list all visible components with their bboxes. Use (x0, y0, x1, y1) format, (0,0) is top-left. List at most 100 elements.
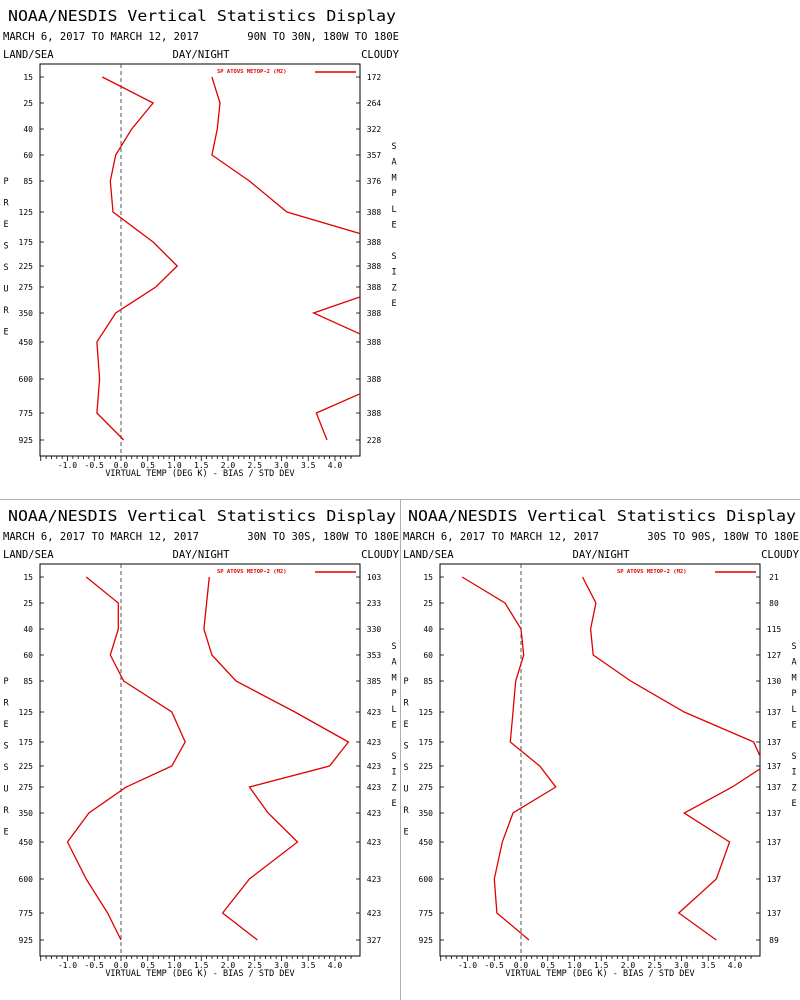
pressure-letter: P (3, 677, 8, 687)
date-range: MARCH 6, 2017 TO MARCH 12, 2017 (3, 31, 199, 43)
sample-size-label: 327 (367, 936, 382, 945)
sample-size-label: 172 (367, 73, 382, 82)
date-range: MARCH 6, 2017 TO MARCH 12, 2017 (3, 531, 199, 543)
sample-size-label: 233 (367, 599, 382, 608)
x-tick-label: -1.0 (58, 961, 77, 970)
chart-title: NOAA/NESDIS Vertical Statistics Display (8, 7, 396, 25)
pressure-level-label: 225 (19, 762, 34, 771)
sample-size-label: 130 (767, 677, 782, 686)
chart-panel-tropics: NOAA/NESDIS Vertical Statistics Display M… (0, 500, 400, 1000)
sample-size-label: 423 (367, 708, 382, 717)
pressure-level-label: 175 (419, 738, 434, 747)
pressure-level-label: 85 (423, 677, 433, 686)
sample-size-label: 80 (769, 599, 779, 608)
sample-size-label: 423 (367, 909, 382, 918)
bias-series-line (461, 576, 557, 941)
cloudy-label: CLOUDY (361, 49, 400, 61)
pressure-level-label: 450 (419, 838, 434, 847)
sample-size-letter: P (391, 189, 396, 199)
sample-size-letter: I (391, 768, 396, 778)
sample-size-label: 388 (367, 409, 382, 418)
panel-divider-horizontal (0, 499, 800, 500)
pressure-level-label: 25 (423, 599, 433, 608)
x-tick-label: 3.5 (301, 461, 316, 470)
sample-size-letter: A (391, 158, 396, 168)
legend-label: SP ATOVS METOP-2 (M2) (617, 569, 687, 575)
sample-size-label: 388 (367, 262, 382, 271)
day-night-label: DAY/NIGHT (573, 549, 631, 561)
sample-size-letter: L (391, 705, 396, 715)
chart-svg: NOAA/NESDIS Vertical Statistics Display M… (3, 7, 400, 479)
sample-size-letter: Z (791, 783, 796, 793)
pressure-level-label: 275 (19, 783, 34, 792)
sample-size-label: 357 (367, 151, 382, 160)
pressure-letter: R (403, 699, 409, 709)
x-tick-label: -0.5 (85, 461, 104, 470)
sample-size-letter: P (791, 689, 796, 699)
chart-panel-south: NOAA/NESDIS Vertical Statistics Display M… (400, 500, 800, 1000)
pressure-level-label: 60 (23, 651, 33, 660)
x-tick-label: 4.0 (328, 461, 343, 470)
chart-title: NOAA/NESDIS Vertical Statistics Display (8, 507, 396, 525)
sample-size-label: 353 (367, 651, 382, 660)
x-axis-label: VIRTUAL TEMP (DEG K) - BIAS / STD DEV (105, 469, 294, 479)
chart-svg: NOAA/NESDIS Vertical Statistics Display M… (3, 507, 400, 979)
sample-size-letter: A (391, 658, 396, 668)
std_dev-series-line (581, 576, 760, 941)
pressure-level-label: 775 (419, 909, 434, 918)
pressure-level-label: 25 (23, 599, 33, 608)
x-tick-label: 3.5 (301, 961, 316, 970)
pressure-letter: R (3, 806, 9, 816)
pressure-level-label: 40 (23, 625, 33, 634)
pressure-level-label: 25 (23, 99, 33, 108)
pressure-level-label: 775 (19, 409, 34, 418)
sample-size-letter: S (391, 252, 396, 262)
sample-size-label: 388 (367, 208, 382, 217)
cloudy-label: CLOUDY (761, 549, 800, 561)
pressure-level-label: 85 (23, 677, 33, 686)
x-tick-label: 0.0 (114, 461, 129, 470)
pressure-level-label: 350 (419, 809, 434, 818)
pressure-letter: U (403, 785, 408, 795)
pressure-level-label: 450 (19, 838, 34, 847)
x-tick-label: -1.0 (58, 461, 77, 470)
sample-size-label: 127 (767, 651, 782, 660)
pressure-letter: E (3, 828, 8, 838)
pressure-level-label: 85 (23, 177, 33, 186)
x-tick-label: 1.5 (594, 961, 609, 970)
region-label: 30N TO 30S, 180W TO 180E (247, 531, 399, 543)
region-label: 90N TO 30N, 180W TO 180E (247, 31, 399, 43)
sample-size-label: 137 (767, 738, 782, 747)
x-tick-label: 1.0 (567, 961, 582, 970)
pressure-level-label: 225 (19, 262, 34, 271)
sample-size-label: 322 (367, 125, 382, 134)
sample-size-label: 103 (367, 573, 382, 582)
pressure-letter: R (3, 199, 9, 209)
land-sea-label: LAND/SEA (403, 549, 454, 561)
plot-frame (39, 63, 361, 457)
pressure-level-label: 175 (19, 238, 34, 247)
pressure-level-label: 275 (19, 283, 34, 292)
pressure-level-label: 15 (423, 573, 433, 582)
land-sea-label: LAND/SEA (3, 549, 54, 561)
x-tick-label: 3.0 (274, 461, 289, 470)
pressure-level-label: 125 (19, 208, 34, 217)
sample-size-letter: E (391, 299, 396, 309)
x-tick-label: 4.0 (328, 961, 343, 970)
sample-size-letter: E (791, 721, 796, 731)
sample-size-letter: S (791, 752, 796, 762)
pressure-level-label: 15 (23, 73, 33, 82)
pressure-level-label: 600 (19, 875, 34, 884)
x-tick-label: 2.5 (248, 961, 263, 970)
region-label: 30S TO 90S, 180W TO 180E (647, 531, 799, 543)
chart-title: NOAA/NESDIS Vertical Statistics Display (408, 507, 796, 525)
panel-divider-vertical (400, 500, 401, 1000)
x-tick-label: 4.0 (728, 961, 743, 970)
sample-size-label: 423 (367, 875, 382, 884)
sample-size-label: 21 (769, 573, 779, 582)
pressure-level-label: 125 (19, 708, 34, 717)
sample-size-label: 388 (367, 238, 382, 247)
x-tick-label: 2.0 (221, 961, 236, 970)
x-tick-label: 3.0 (274, 961, 289, 970)
x-tick-label: 0.5 (141, 961, 156, 970)
